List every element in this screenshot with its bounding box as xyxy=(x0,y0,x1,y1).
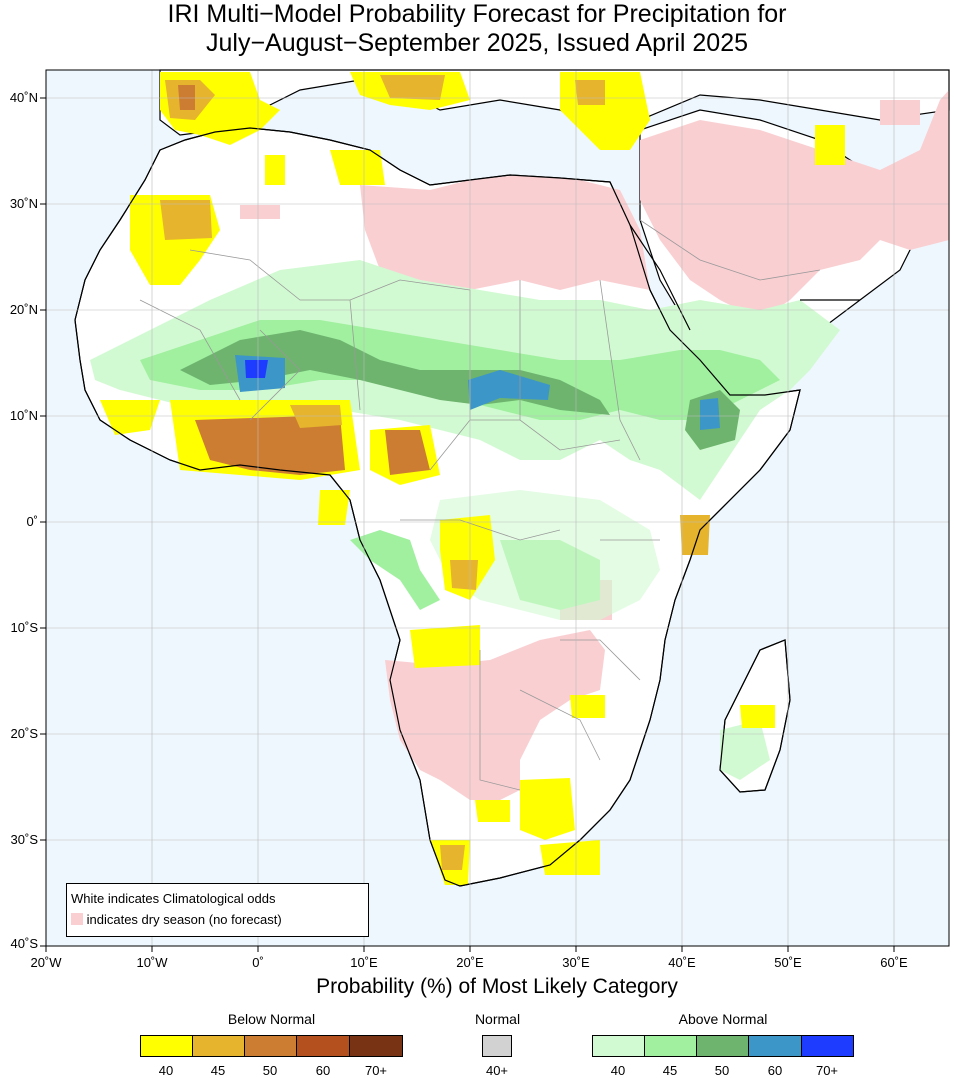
below-50-swatch xyxy=(244,1035,297,1057)
below-40-swatch xyxy=(140,1035,193,1057)
x-tick-label: 60˚E xyxy=(880,955,908,970)
dry-season-note: indicates dry season (no forecast) xyxy=(86,912,282,927)
x-tick-label: 20˚W xyxy=(30,955,62,970)
x-tick-label: 40˚E xyxy=(668,955,696,970)
above-45-swatch xyxy=(644,1035,697,1057)
below-tick: 50 xyxy=(262,1063,278,1078)
normal-swatch xyxy=(482,1035,512,1057)
dry-season-swatch xyxy=(71,913,83,925)
above-tick: 40 xyxy=(610,1063,626,1078)
above-normal-label: Above Normal xyxy=(678,1011,768,1027)
x-tick-label: 20˚E xyxy=(456,955,484,970)
x-tick-label: 30˚E xyxy=(562,955,590,970)
y-tick-label: 40˚S xyxy=(10,936,38,951)
above-50-swatch xyxy=(696,1035,749,1057)
grid-lines xyxy=(46,70,949,946)
x-tick-label: 0˚ xyxy=(252,955,264,970)
above-tick: 70+ xyxy=(815,1063,839,1078)
map-title-line-1: IRI Multi−Model Probability Forecast for… xyxy=(167,0,787,28)
country-borders xyxy=(139,219,821,791)
below-tick: 45 xyxy=(210,1063,226,1078)
x-tick-label: 50˚E xyxy=(774,955,802,970)
map-legend-box: White indicates Climatological odds indi… xyxy=(66,883,369,937)
axis-ticks xyxy=(40,97,895,952)
y-tick-label: 20˚N xyxy=(9,302,38,317)
colorbar-title: Probability (%) of Most Likely Category xyxy=(316,975,678,998)
y-tick-label: 30˚N xyxy=(9,196,38,211)
below-normal-regions xyxy=(100,72,845,885)
below-tick: 40 xyxy=(158,1063,174,1078)
climatology-note: White indicates Climatological odds xyxy=(71,891,276,906)
above-normal-regions xyxy=(90,260,840,780)
y-tick-label: 10˚N xyxy=(9,408,38,423)
map-title-line-2: July−August−September 2025, Issued April… xyxy=(205,29,749,57)
below-60-swatch xyxy=(296,1035,350,1057)
y-tick-label: 40˚N xyxy=(9,90,38,105)
below-70-swatch xyxy=(349,1035,403,1057)
above-70-swatch xyxy=(801,1035,854,1057)
normal-label: Normal xyxy=(474,1011,521,1027)
x-tick-label: 10˚W xyxy=(136,955,168,970)
below-tick: 70+ xyxy=(364,1063,388,1078)
above-40-swatch xyxy=(592,1035,645,1057)
y-tick-label: 20˚S xyxy=(10,726,38,741)
above-tick: 60 xyxy=(767,1063,783,1078)
y-tick-label: 10˚S xyxy=(10,620,38,635)
above-tick: 45 xyxy=(662,1063,678,1078)
normal-tick: 40+ xyxy=(485,1063,509,1078)
below-tick: 60 xyxy=(315,1063,331,1078)
below-normal-label: Below Normal xyxy=(227,1011,316,1027)
map-frame xyxy=(45,69,950,947)
below-45-swatch xyxy=(192,1035,245,1057)
y-tick-label: 30˚S xyxy=(10,832,38,847)
x-tick-label: 10˚E xyxy=(350,955,378,970)
dry-season-note-row: indicates dry season (no forecast) xyxy=(71,912,282,927)
y-tick-label: 0˚ xyxy=(26,514,38,529)
above-tick: 50 xyxy=(714,1063,730,1078)
above-60-swatch xyxy=(748,1035,802,1057)
